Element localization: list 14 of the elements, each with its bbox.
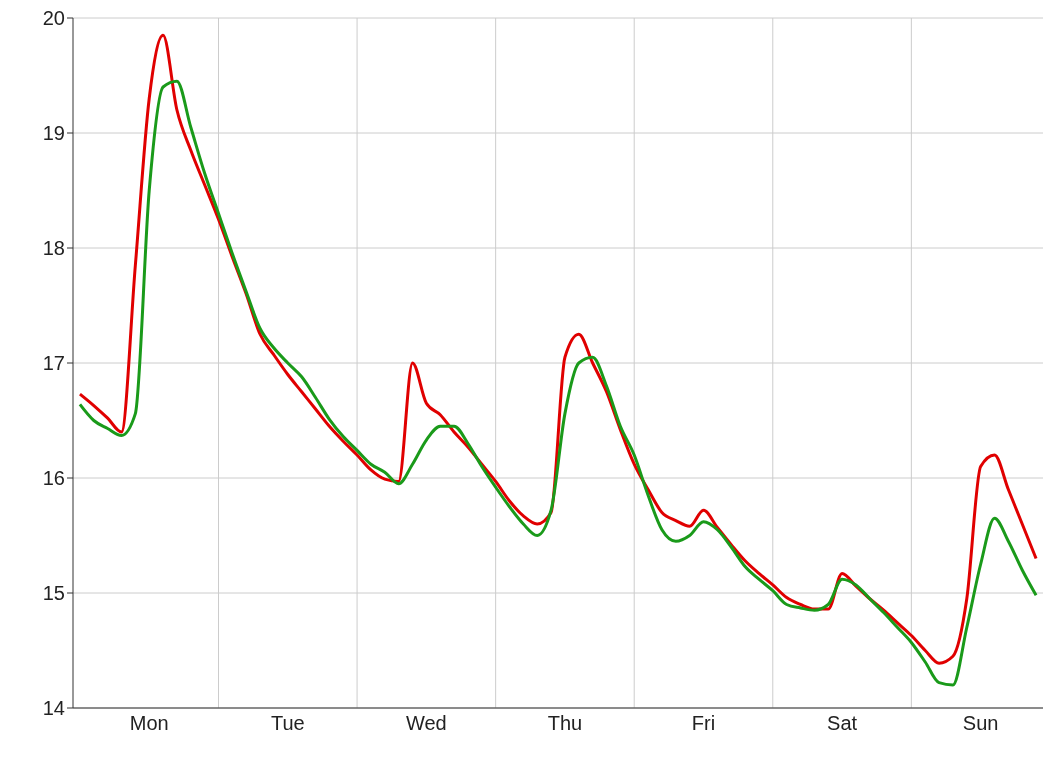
x-tick-label: Thu (547, 712, 583, 734)
y-tick-label: 14 (42, 697, 65, 720)
y-tick-label: 19 (42, 122, 65, 145)
y-tick-label: 17 (42, 352, 65, 375)
y-tick-label: 15 (42, 582, 65, 605)
x-tick-label: Wed (405, 712, 447, 734)
x-tick-label: Sat (827, 712, 858, 734)
y-tick-label: 20 (42, 7, 65, 30)
x-tick-label: Fri (691, 712, 716, 734)
y-tick-label: 18 (42, 237, 65, 260)
y-tick-label: 16 (42, 467, 65, 490)
x-tick-label: Tue (270, 712, 305, 734)
x-tick-label: Sun (962, 712, 999, 734)
x-tick-label: Mon (129, 712, 169, 734)
